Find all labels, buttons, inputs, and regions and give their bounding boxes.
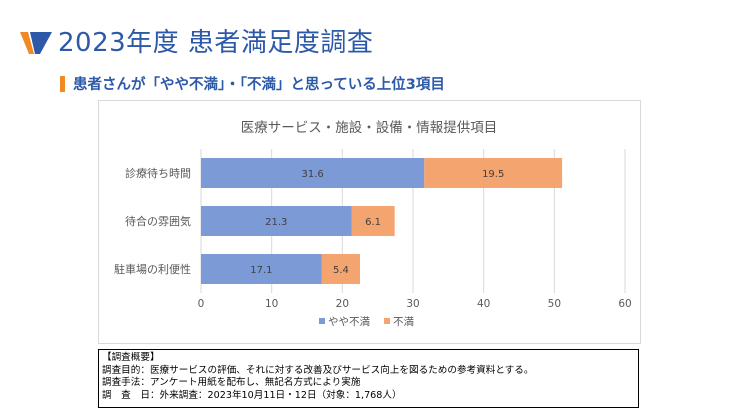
bar-chart: 医療サービス・施設・設備・情報提供項目 0 10 20 30 40 50 60 診療待ち時間 31… — [114, 119, 632, 328]
x-tick-label: 60 — [618, 298, 631, 310]
legend-swatch — [319, 318, 325, 324]
logo-icon — [20, 32, 52, 54]
survey-overview: 【調査概要】 調査目的：医療サービスの評価、それに対する改善及びサービス向上を図… — [98, 349, 639, 408]
bar-yaya-fuman — [201, 254, 322, 284]
bar-fuman — [351, 206, 395, 236]
legend-swatch — [384, 318, 390, 324]
data-label: 19.5 — [482, 169, 504, 180]
survey-line-method: 調査手法：アンケート用紙を配布し、無記名方式により実施 — [102, 377, 361, 388]
x-tick-label: 50 — [548, 298, 561, 310]
data-label: 31.6 — [302, 169, 324, 180]
page-title: 2023年度 患者満足度調査 — [58, 28, 374, 58]
x-tick-label: 40 — [477, 298, 490, 310]
data-label: 6.1 — [365, 217, 381, 228]
data-label: 21.3 — [265, 217, 287, 228]
legend-label: 不満 — [393, 316, 414, 328]
x-tick-label: 30 — [406, 298, 419, 310]
data-label: 5.4 — [333, 265, 349, 276]
bar-fuman — [321, 254, 360, 284]
x-tick-label: 0 — [198, 298, 205, 310]
bar-yaya-fuman — [201, 206, 352, 236]
chart-title: 医療サービス・施設・設備・情報提供項目 — [241, 119, 498, 136]
legend-label: やや不満 — [328, 316, 370, 328]
x-tick-label: 10 — [265, 298, 278, 310]
x-tick-label: 20 — [336, 298, 349, 310]
data-label: 17.1 — [250, 265, 272, 276]
survey-line-date: 調 査 日：外来調査：2023年10月11日・12日（対象：1,768人） — [102, 389, 402, 401]
bar-yaya-fuman — [201, 158, 425, 188]
page-subtitle: 患者さんが「やや不満」・「不満」と思っている上位3項目 — [73, 77, 445, 93]
category-label: 待合の雰囲気 — [125, 214, 191, 228]
survey-line-purpose: 調査目的：医療サービスの評価、それに対する改善及びサービス向上を図るための参考資… — [102, 364, 534, 376]
category-label: 診療待ち時間 — [125, 166, 191, 180]
bar-fuman — [424, 158, 563, 188]
subtitle-marker — [60, 76, 65, 92]
category-label: 駐車場の利便性 — [114, 262, 191, 276]
survey-heading: 【調査概要】 — [102, 352, 160, 363]
chart-container: 医療サービス・施設・設備・情報提供項目 0 10 20 30 40 50 60 診療待ち時間 31… — [98, 100, 641, 344]
